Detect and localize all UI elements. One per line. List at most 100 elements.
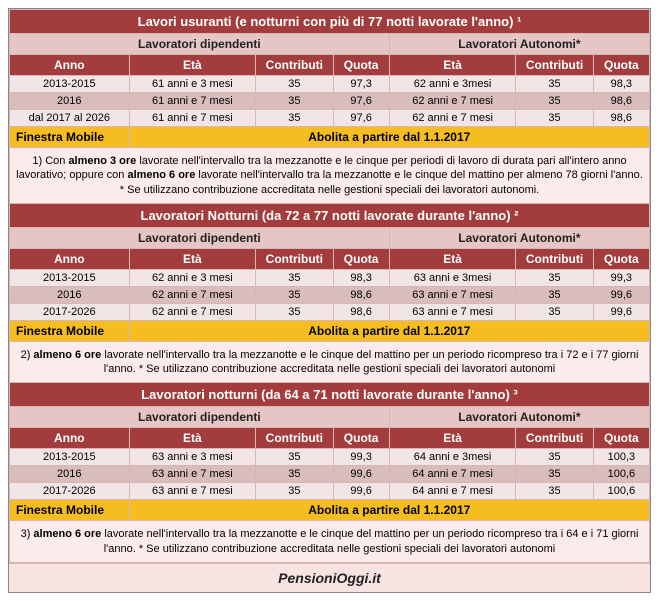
- finestra-text: Abolita a partire dal 1.1.2017: [129, 320, 649, 341]
- data-cell: 98,6: [593, 110, 649, 127]
- data-cell: 100,6: [593, 483, 649, 500]
- data-cell: 35: [516, 110, 593, 127]
- col-header: Contributi: [516, 55, 593, 76]
- col-header: Contributi: [256, 248, 333, 269]
- section-note: 1) Con almeno 3 ore lavorate nell'interv…: [10, 148, 650, 204]
- data-cell: 62 anni e 3 mesi: [129, 269, 256, 286]
- subhead-autonomi: Lavoratori Autonomi*: [389, 227, 649, 248]
- subhead-dipendenti: Lavoratori dipendenti: [10, 227, 390, 248]
- col-header: Quota: [333, 55, 389, 76]
- subhead-autonomi: Lavoratori Autonomi*: [389, 407, 649, 428]
- data-cell: 62 anni e 7 mesi: [129, 286, 256, 303]
- col-header: Contributi: [256, 428, 333, 449]
- pension-table: Lavori usuranti (e notturni con più di 7…: [9, 9, 650, 563]
- data-cell: 98,6: [593, 93, 649, 110]
- col-header: Anno: [10, 428, 130, 449]
- data-cell: 35: [256, 93, 333, 110]
- data-cell: 98,6: [333, 303, 389, 320]
- data-cell: 2016: [10, 93, 130, 110]
- data-cell: 100,6: [593, 466, 649, 483]
- data-cell: 63 anni e 7 mesi: [129, 466, 256, 483]
- data-cell: 2016: [10, 286, 130, 303]
- data-cell: 99,3: [333, 449, 389, 466]
- data-cell: 99,6: [333, 466, 389, 483]
- data-cell: 99,6: [593, 303, 649, 320]
- data-cell: dal 2017 al 2026: [10, 110, 130, 127]
- section-title: Lavori usuranti (e notturni con più di 7…: [10, 10, 650, 34]
- data-cell: 61 anni e 3 mesi: [129, 76, 256, 93]
- finestra-label: Finestra Mobile: [10, 500, 130, 521]
- data-cell: 35: [516, 286, 593, 303]
- col-header: Età: [389, 428, 516, 449]
- data-cell: 2013-2015: [10, 76, 130, 93]
- section-title: Lavoratori Notturni (da 72 a 77 notti la…: [10, 203, 650, 227]
- col-header: Quota: [333, 428, 389, 449]
- data-cell: 35: [256, 286, 333, 303]
- data-cell: 35: [256, 449, 333, 466]
- data-cell: 99,6: [333, 483, 389, 500]
- data-cell: 35: [516, 466, 593, 483]
- col-header: Anno: [10, 55, 130, 76]
- col-header: Anno: [10, 248, 130, 269]
- data-cell: 35: [256, 76, 333, 93]
- data-cell: 63 anni e 3mesi: [389, 269, 516, 286]
- data-cell: 63 anni e 7 mesi: [389, 303, 516, 320]
- data-cell: 35: [256, 303, 333, 320]
- data-cell: 35: [256, 269, 333, 286]
- finestra-text: Abolita a partire dal 1.1.2017: [129, 500, 649, 521]
- data-cell: 62 anni e 7 mesi: [129, 303, 256, 320]
- col-header: Quota: [333, 248, 389, 269]
- data-cell: 61 anni e 7 mesi: [129, 110, 256, 127]
- col-header: Contributi: [256, 55, 333, 76]
- col-header: Età: [389, 55, 516, 76]
- subhead-dipendenti: Lavoratori dipendenti: [10, 407, 390, 428]
- data-cell: 62 anni e 7 mesi: [389, 110, 516, 127]
- tables-container: Lavori usuranti (e notturni con più di 7…: [8, 8, 651, 593]
- data-cell: 64 anni e 7 mesi: [389, 483, 516, 500]
- data-cell: 97,6: [333, 93, 389, 110]
- data-cell: 97,6: [333, 110, 389, 127]
- data-cell: 35: [516, 449, 593, 466]
- col-header: Quota: [593, 248, 649, 269]
- data-cell: 2016: [10, 466, 130, 483]
- data-cell: 99,6: [593, 286, 649, 303]
- data-cell: 98,3: [593, 76, 649, 93]
- data-cell: 63 anni e 3 mesi: [129, 449, 256, 466]
- data-cell: 64 anni e 7 mesi: [389, 466, 516, 483]
- col-header: Età: [129, 55, 256, 76]
- col-header: Età: [129, 428, 256, 449]
- subhead-autonomi: Lavoratori Autonomi*: [389, 34, 649, 55]
- col-header: Contributi: [516, 428, 593, 449]
- col-header: Quota: [593, 55, 649, 76]
- col-header: Età: [129, 248, 256, 269]
- data-cell: 2013-2015: [10, 269, 130, 286]
- data-cell: 62 anni e 7 mesi: [389, 93, 516, 110]
- data-cell: 62 anni e 3mesi: [389, 76, 516, 93]
- data-cell: 2017-2026: [10, 483, 130, 500]
- finestra-text: Abolita a partire dal 1.1.2017: [129, 127, 649, 148]
- section-note: 3) almeno 6 ore lavorate nell'intervallo…: [10, 521, 650, 563]
- data-cell: 63 anni e 7 mesi: [389, 286, 516, 303]
- footer-credit: PensioniOggi.it: [9, 563, 650, 592]
- finestra-label: Finestra Mobile: [10, 127, 130, 148]
- data-cell: 35: [256, 466, 333, 483]
- data-cell: 35: [516, 269, 593, 286]
- data-cell: 35: [516, 303, 593, 320]
- data-cell: 98,3: [333, 269, 389, 286]
- data-cell: 97,3: [333, 76, 389, 93]
- data-cell: 99,3: [593, 269, 649, 286]
- data-cell: 2017-2026: [10, 303, 130, 320]
- section-note: 2) almeno 6 ore lavorate nell'intervallo…: [10, 341, 650, 383]
- data-cell: 2013-2015: [10, 449, 130, 466]
- data-cell: 64 anni e 3mesi: [389, 449, 516, 466]
- data-cell: 98,6: [333, 286, 389, 303]
- data-cell: 100,3: [593, 449, 649, 466]
- data-cell: 35: [516, 483, 593, 500]
- data-cell: 63 anni e 7 mesi: [129, 483, 256, 500]
- col-header: Contributi: [516, 248, 593, 269]
- data-cell: 35: [516, 76, 593, 93]
- col-header: Età: [389, 248, 516, 269]
- data-cell: 35: [256, 483, 333, 500]
- data-cell: 35: [256, 110, 333, 127]
- data-cell: 61 anni e 7 mesi: [129, 93, 256, 110]
